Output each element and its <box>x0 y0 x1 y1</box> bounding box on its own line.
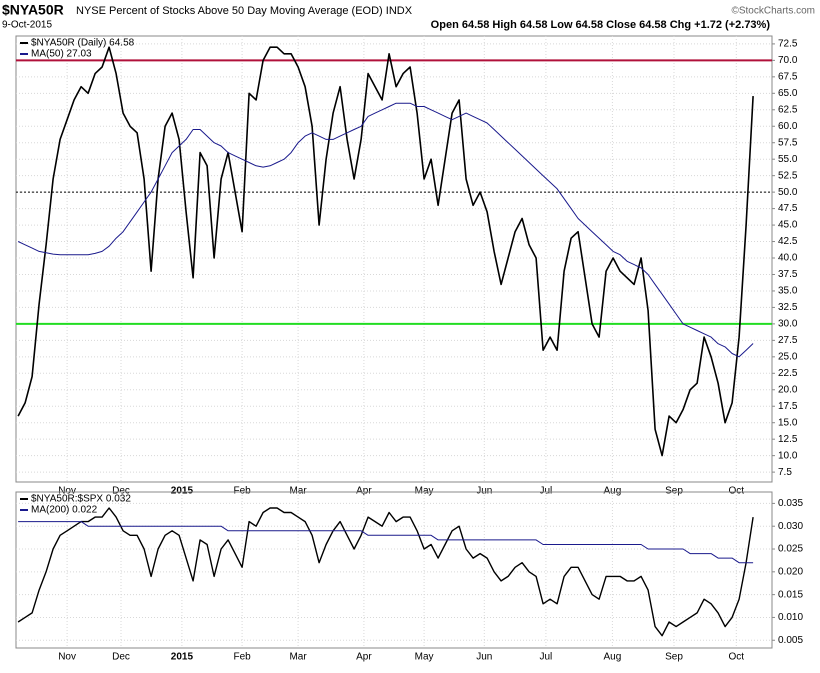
x-tick-label: Nov <box>58 652 76 663</box>
y-tick-label: 35.0 <box>778 286 798 297</box>
date: 9-Oct-2015 <box>2 20 52 31</box>
y-tick-label: 72.5 <box>778 39 798 50</box>
legend-label: MA(50) 27.03 <box>31 49 92 60</box>
y-tick-label: 27.5 <box>778 335 798 346</box>
y-tick-label: 17.5 <box>778 401 798 412</box>
y-tick-label: 67.5 <box>778 71 798 82</box>
x-tick-label: Jul <box>540 652 553 663</box>
y-tick-label: 12.5 <box>778 434 798 445</box>
x-tick-label: Dec <box>112 652 130 663</box>
legend-label: MA(200) 0.022 <box>31 505 98 516</box>
y-tick-label: 10.0 <box>778 450 798 461</box>
x-tick-label: Sep <box>665 652 683 663</box>
y-tick-label: 0.020 <box>778 566 803 577</box>
y-tick-label: 22.5 <box>778 368 798 379</box>
credit: ©StockCharts.com <box>731 6 815 17</box>
y-tick-label: 0.025 <box>778 544 803 555</box>
legend-label: $NYA50R (Daily) 64.58 <box>31 38 135 49</box>
x-tick-label: Sep <box>665 486 683 497</box>
x-tick-label: Jun <box>476 652 492 663</box>
y-tick-label: 60.0 <box>778 121 798 132</box>
x-tick-label: Aug <box>604 652 622 663</box>
x-tick-label: Apr <box>356 486 372 497</box>
y-tick-label: 25.0 <box>778 351 798 362</box>
plot-area <box>15 491 773 649</box>
x-tick-label: Oct <box>729 652 745 663</box>
y-tick-label: 0.030 <box>778 521 803 532</box>
y-tick-label: 57.5 <box>778 137 798 148</box>
y-tick-label: 0.035 <box>778 498 803 509</box>
chart-subtitle: NYSE Percent of Stocks Above 50 Day Movi… <box>76 5 413 17</box>
y-tick-label: 47.5 <box>778 203 798 214</box>
chart-title: $NYA50R <box>2 2 64 18</box>
x-tick-label: May <box>415 652 434 663</box>
x-tick-label: Mar <box>289 486 307 497</box>
y-tick-label: 30.0 <box>778 319 798 330</box>
plot-area <box>15 35 773 483</box>
series-line <box>18 521 754 564</box>
y-tick-label: 45.0 <box>778 220 798 231</box>
x-tick-label: Aug <box>604 486 622 497</box>
legend-label: $NYA50R:$SPX 0.032 <box>31 494 131 505</box>
series-line <box>17 102 754 358</box>
y-tick-label: 40.0 <box>778 253 798 264</box>
x-tick-label: Mar <box>289 652 307 663</box>
series-line <box>17 507 754 637</box>
y-tick-label: 42.5 <box>778 236 798 247</box>
y-tick-label: 20.0 <box>778 384 798 395</box>
x-tick-label: 2015 <box>171 486 194 497</box>
x-tick-label: Jun <box>476 486 492 497</box>
y-tick-label: 62.5 <box>778 104 798 115</box>
y-tick-label: 55.0 <box>778 154 798 165</box>
x-tick-label: 2015 <box>171 652 194 663</box>
y-tick-label: 50.0 <box>778 187 798 198</box>
y-tick-label: 52.5 <box>778 170 798 181</box>
x-tick-label: Feb <box>233 652 251 663</box>
series-line <box>17 46 754 457</box>
x-tick-label: Dec <box>112 486 130 497</box>
x-tick-label: Jul <box>540 486 553 497</box>
y-tick-label: 70.0 <box>778 55 798 66</box>
y-tick-label: 0.005 <box>778 635 803 646</box>
x-tick-label: May <box>415 486 434 497</box>
x-tick-label: Apr <box>356 652 372 663</box>
y-tick-label: 7.5 <box>778 467 792 478</box>
y-tick-label: 37.5 <box>778 269 798 280</box>
x-tick-label: Oct <box>729 486 745 497</box>
x-tick-label: Nov <box>58 486 76 497</box>
y-tick-label: 65.0 <box>778 88 798 99</box>
y-tick-label: 0.015 <box>778 589 803 600</box>
y-tick-label: 15.0 <box>778 417 798 428</box>
quote: Open 64.58 High 64.58 Low 64.58 Close 64… <box>431 19 771 31</box>
y-tick-label: 0.010 <box>778 612 803 623</box>
y-tick-label: 32.5 <box>778 302 798 313</box>
x-tick-label: Feb <box>233 486 251 497</box>
